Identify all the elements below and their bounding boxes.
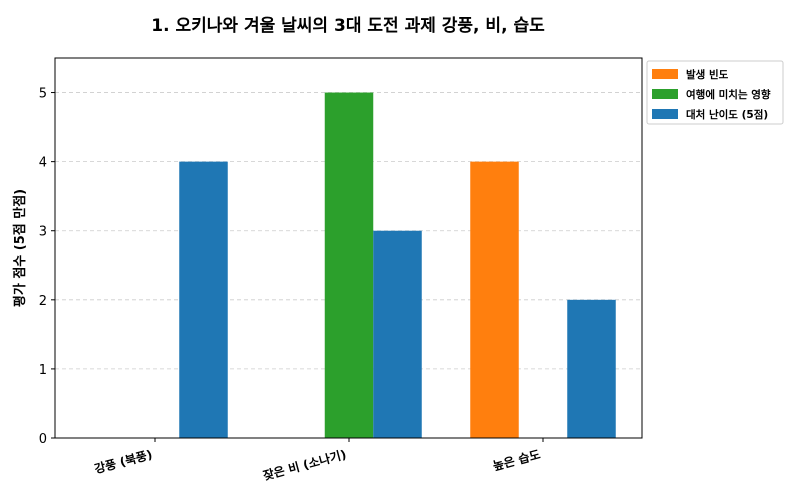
bar-2-0 [179, 161, 228, 439]
legend-label: 여행에 미치는 영향 [686, 88, 771, 101]
legend-swatch [652, 69, 678, 79]
x-tick-label: 강풍 (북풍) [93, 447, 154, 476]
y-tick-label: 5 [39, 87, 47, 102]
y-tick-label: 2 [39, 294, 47, 309]
x-tick-label: 잦은 비 (소나기) [261, 446, 348, 483]
y-tick-label: 1 [39, 363, 47, 378]
legend-label: 발생 빈도 [686, 68, 729, 81]
legend-swatch [652, 109, 678, 119]
bar-0-2 [470, 161, 519, 439]
x-tick-label: 높은 습도 [491, 447, 541, 473]
bar-2-1 [373, 230, 422, 438]
y-tick-label: 3 [39, 225, 47, 240]
bar-2-2 [567, 299, 616, 438]
legend-swatch [652, 89, 678, 99]
legend-label: 대처 난이도 (5점) [686, 108, 768, 121]
y-tick-label: 0 [39, 432, 47, 447]
bar-1-1 [324, 92, 374, 438]
y-axis-label: 평가 점수 (5점 만점) [12, 189, 28, 307]
legend-frame [646, 60, 784, 125]
y-tick-label: 4 [39, 156, 47, 171]
chart-title: 1. 오키나와 겨울 날씨의 3대 도전 과제 강풍, 비, 습도 [151, 16, 545, 36]
